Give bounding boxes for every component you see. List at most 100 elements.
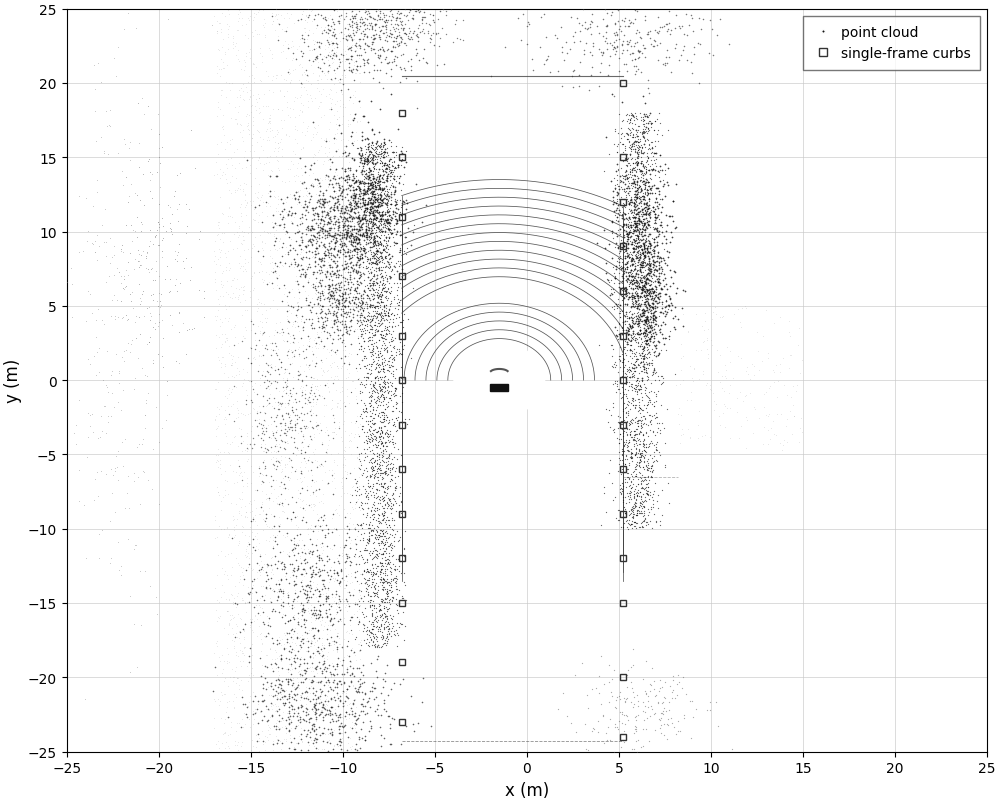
Point bbox=[326, 50, 342, 63]
Point bbox=[367, 373, 383, 385]
Point bbox=[625, 128, 641, 141]
Point bbox=[304, 301, 320, 314]
Point bbox=[240, 227, 256, 240]
Point bbox=[264, 165, 280, 178]
Point bbox=[318, 592, 334, 605]
Point bbox=[633, 327, 649, 340]
Point bbox=[213, 686, 229, 699]
Point bbox=[262, 109, 278, 122]
Point bbox=[616, 171, 632, 184]
Point bbox=[347, 707, 363, 719]
Point bbox=[364, 252, 380, 265]
Point bbox=[652, 516, 668, 528]
Point bbox=[631, 438, 647, 450]
Point bbox=[273, 556, 289, 569]
Point bbox=[284, 55, 300, 67]
Point bbox=[373, 137, 389, 150]
Point bbox=[356, 245, 372, 258]
Point bbox=[303, 381, 319, 394]
Point bbox=[653, 216, 669, 229]
Point bbox=[613, 482, 629, 495]
Point bbox=[633, 496, 649, 509]
Point bbox=[647, 345, 663, 358]
Point bbox=[340, 691, 356, 704]
Point bbox=[335, 225, 351, 238]
Point bbox=[314, 685, 330, 698]
Point bbox=[343, 227, 359, 240]
Point bbox=[644, 180, 660, 193]
Point bbox=[366, 160, 382, 173]
Point bbox=[627, 723, 643, 736]
Point bbox=[367, 372, 383, 385]
Point bbox=[631, 444, 647, 457]
Point bbox=[306, 718, 322, 731]
Point bbox=[160, 200, 176, 213]
Point bbox=[353, 340, 369, 353]
Point bbox=[370, 529, 386, 542]
Point bbox=[639, 487, 655, 499]
Point bbox=[596, 487, 612, 499]
Point bbox=[332, 35, 348, 48]
Point bbox=[254, 316, 270, 329]
Point bbox=[632, 340, 648, 353]
Point bbox=[332, 247, 348, 259]
Point bbox=[343, 435, 359, 448]
Point bbox=[316, 655, 332, 668]
Point bbox=[277, 397, 293, 410]
Point bbox=[138, 397, 154, 410]
Point bbox=[309, 244, 325, 257]
Point bbox=[631, 206, 647, 218]
Point bbox=[625, 274, 641, 287]
Point bbox=[324, 75, 340, 88]
Point bbox=[325, 743, 341, 756]
Point bbox=[620, 339, 636, 352]
Point bbox=[370, 467, 386, 480]
Point bbox=[356, 157, 372, 170]
Point bbox=[243, 342, 259, 355]
Point bbox=[325, 333, 341, 346]
Point bbox=[306, 724, 322, 737]
Point bbox=[324, 278, 340, 291]
Point bbox=[116, 283, 132, 296]
Point bbox=[344, 171, 360, 184]
Point bbox=[323, 291, 339, 304]
Point bbox=[268, 224, 284, 237]
Point bbox=[285, 336, 301, 349]
Point bbox=[390, 411, 406, 424]
Point bbox=[391, 13, 407, 26]
Point bbox=[303, 433, 319, 446]
Point bbox=[301, 272, 317, 285]
Point bbox=[363, 256, 379, 269]
Point bbox=[278, 196, 294, 209]
Point bbox=[636, 240, 652, 253]
Point bbox=[88, 136, 104, 149]
Point bbox=[211, 408, 227, 421]
Point bbox=[376, 160, 392, 173]
Point bbox=[316, 574, 332, 587]
Point bbox=[343, 221, 359, 234]
Point bbox=[631, 241, 647, 254]
Point bbox=[627, 417, 643, 430]
Point bbox=[270, 680, 286, 693]
Point bbox=[642, 181, 658, 194]
Point bbox=[322, 329, 338, 342]
Point bbox=[333, 269, 349, 282]
Point bbox=[627, 291, 643, 304]
Point bbox=[342, 536, 358, 549]
Point bbox=[320, 200, 336, 213]
Point bbox=[384, 353, 400, 366]
Point bbox=[649, 426, 665, 439]
Point bbox=[89, 174, 105, 187]
Point bbox=[362, 279, 378, 292]
Point bbox=[628, 710, 644, 723]
Point bbox=[231, 157, 247, 169]
Point bbox=[376, 697, 392, 710]
Point bbox=[242, 92, 258, 104]
Point bbox=[259, 610, 275, 623]
Point bbox=[352, 116, 368, 128]
Point bbox=[368, 324, 384, 336]
Point bbox=[319, 699, 335, 712]
Point bbox=[639, 150, 655, 163]
Point bbox=[637, 127, 653, 140]
Point bbox=[221, 97, 237, 110]
